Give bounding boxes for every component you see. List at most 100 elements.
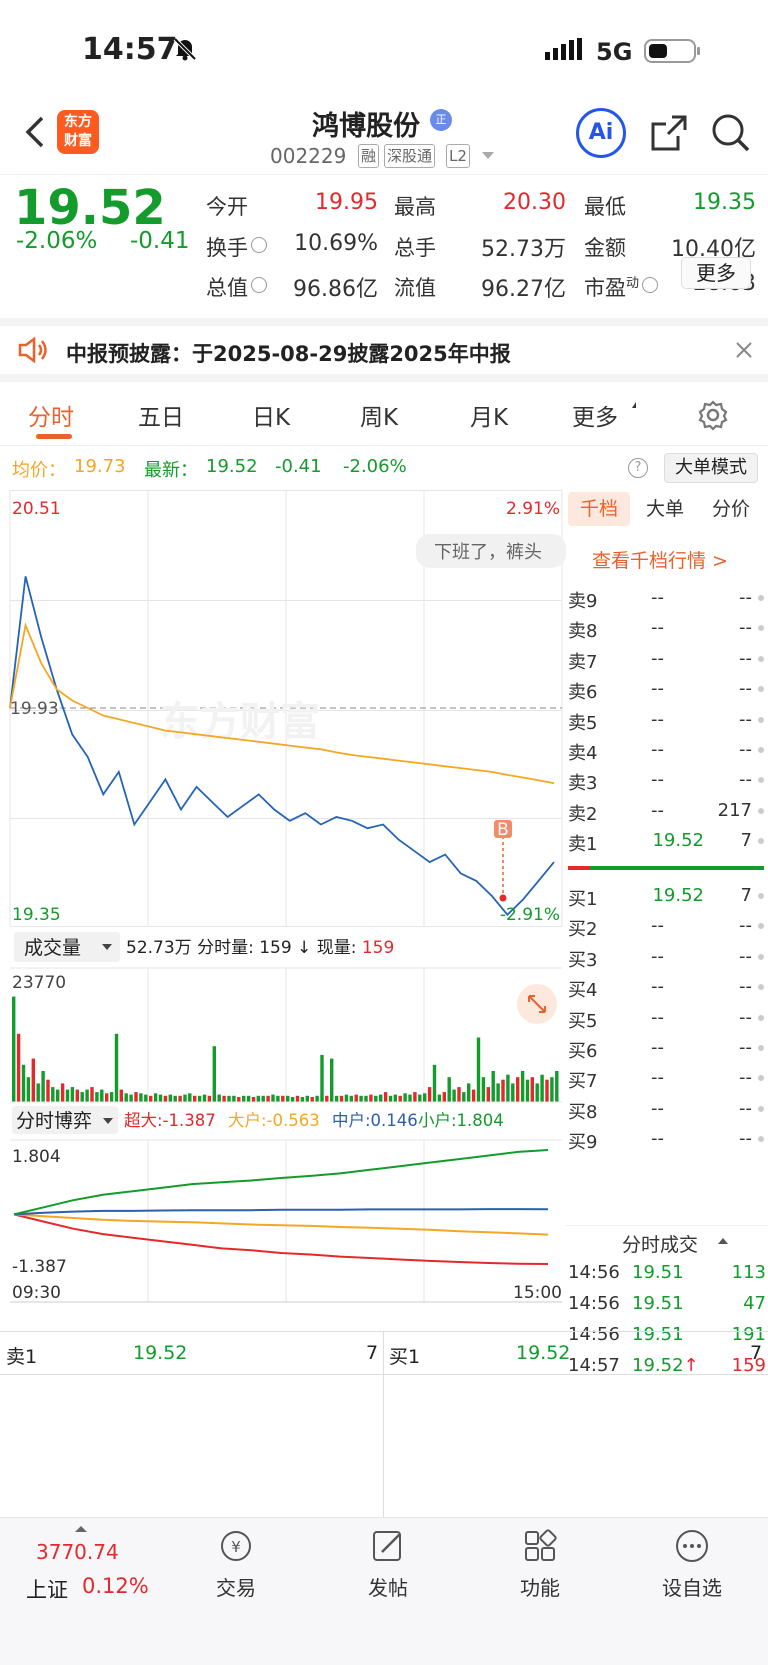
volume-bar (100, 1089, 104, 1102)
more-icon (676, 1530, 708, 1562)
stock-code: 002229 (270, 144, 347, 168)
volume-bar (31, 1058, 35, 1102)
nav-post[interactable]: 发帖 (348, 1526, 428, 1606)
volume-bar (457, 1087, 461, 1102)
ask-row-volume: -- (739, 617, 752, 639)
ask-row[interactable]: 卖7 -- -- (566, 644, 766, 676)
more-button[interactable]: 更多 (681, 257, 751, 289)
current-price: 19.52 (14, 180, 166, 236)
order-book-tab-1[interactable]: 大单 (645, 498, 684, 520)
dropdown-icon[interactable] (482, 152, 494, 159)
badge-margin: 融 (358, 144, 380, 168)
nav-trade[interactable]: ¥ 交易 (196, 1526, 276, 1606)
stock-name[interactable]: 鸿博股份 (312, 111, 420, 142)
order-book-tab-2[interactable]: 分价 (711, 498, 750, 520)
bid-row[interactable]: 买8 -- -- (566, 1094, 766, 1126)
bid-row[interactable]: 买4 -- -- (566, 972, 766, 1004)
volume-bar (251, 1097, 256, 1102)
bid-row[interactable]: 买6 -- -- (566, 1033, 766, 1065)
row-dot-icon (758, 655, 764, 662)
bid-row[interactable]: 买9 -- -- (566, 1124, 766, 1156)
ask-row[interactable]: 卖2 -- 217 (566, 796, 766, 828)
row-dot-icon (758, 1045, 764, 1051)
ask-row[interactable]: 卖1 19.52 7 (566, 826, 766, 858)
order-book-tab-0[interactable]: 千档 (568, 492, 630, 526)
order-book-panel: 千档 大单 分价 查看千档行情 > 卖9 -- -- 卖8 -- -- 卖7 -- -- 卖6 -- --… (566, 490, 768, 1376)
ticks-header[interactable]: 分时成交 (566, 1225, 768, 1257)
bid-row-volume: -- (739, 1067, 752, 1089)
game-selector[interactable] (12, 1106, 118, 1134)
quote-label-8: 市盈动 (584, 272, 659, 302)
share-icon[interactable] (648, 112, 690, 158)
volume-bar (471, 1089, 476, 1102)
info-icon[interactable] (251, 237, 267, 253)
bid-row[interactable]: 买1 19.52 7 (566, 881, 766, 913)
volume-selector[interactable] (14, 932, 120, 962)
latest-pct: -2.06% (343, 456, 407, 477)
ask-row-volume: 7 (740, 830, 752, 852)
volume-bar (369, 1094, 373, 1102)
ask-row[interactable]: 卖6 -- -- (566, 674, 766, 706)
help-icon[interactable]: ? (628, 458, 648, 478)
volume-bar (197, 1095, 202, 1102)
order-book-link[interactable]: 查看千档行情 > (592, 550, 728, 572)
bottom-sell-vol: 7 (366, 1342, 379, 1364)
search-icon[interactable] (710, 112, 752, 158)
price-chart[interactable]: 东方财富 20.51 2.91% 19.93 19.35 -2.91% B 下班了，裤头成交量… (0, 490, 566, 1380)
trade-icon: ¥ (221, 1531, 251, 1561)
tick-price: 19.51 (632, 1324, 684, 1345)
ask-row-volume: 217 (717, 799, 752, 821)
ask-row[interactable]: 卖4 -- -- (566, 735, 766, 767)
bottom-sell-label: 卖1 (6, 1346, 38, 1368)
game-item-0: 超大:-1.387 (124, 1111, 216, 1130)
back-arrow-icon (25, 116, 44, 148)
notice-banner[interactable]: 中报预披露：于2025-08-29披露2025年中报 (0, 318, 768, 382)
game-min-label: -1.387 (12, 1257, 67, 1277)
quote-label-6: 总值 (206, 272, 267, 302)
back-button[interactable] (20, 112, 50, 156)
comment-bubble[interactable] (416, 534, 566, 568)
nav-functions[interactable]: 功能 (500, 1526, 580, 1606)
bid-row[interactable]: 买7 -- -- (566, 1063, 766, 1095)
tick-arrow: ↑ (683, 1355, 699, 1376)
tick-price-value: 19.51 (632, 1324, 684, 1345)
settings-gear-icon[interactable] (697, 399, 729, 435)
bid-row[interactable]: 买5 -- -- (566, 1003, 766, 1035)
game-item-3: 小户:1.804 (418, 1111, 504, 1130)
volume-bar (305, 1095, 309, 1102)
buy-marker-icon[interactable] (494, 820, 512, 838)
tab-4[interactable]: 月K (470, 405, 509, 431)
quote-value-3: 10.69% (294, 231, 378, 256)
battery-icon (644, 38, 702, 68)
volume-bar (447, 1077, 451, 1102)
ask-row[interactable]: 卖9 -- -- (566, 583, 766, 615)
bid-row[interactable]: 买3 -- -- (566, 942, 766, 974)
ask-row-volume: -- (739, 739, 752, 760)
bid-row[interactable]: 买2 -- -- (566, 911, 766, 943)
info-icon[interactable] (251, 277, 267, 293)
volume-bar (393, 1094, 397, 1102)
bottom-quote-row: 卖1 19.52 7 买1 19.52 7 (0, 1331, 768, 1524)
tab-3[interactable]: 周K (360, 405, 399, 431)
index-ticker[interactable]: 3770.74 上证 0.12% (0, 1518, 160, 1628)
bottom-buy-vol: 7 (750, 1342, 763, 1364)
big-order-mode-button[interactable]: 大单模式 (664, 453, 758, 483)
close-icon[interactable] (734, 340, 754, 364)
tab-0[interactable]: 分时 (28, 405, 74, 431)
tick-volume: 47 (743, 1293, 766, 1314)
info-icon[interactable] (642, 277, 659, 293)
ask-row-label: 卖7 (568, 651, 598, 673)
nav-add-watchlist[interactable]: 设自选 (652, 1526, 732, 1606)
ai-button[interactable]: Ai (576, 108, 626, 158)
tab-1[interactable]: 五日 (138, 405, 184, 431)
volume-bar (540, 1074, 544, 1102)
tab-5[interactable]: 更多 (572, 405, 618, 431)
ask-row[interactable]: 卖8 -- -- (566, 613, 766, 645)
ask-row[interactable]: 卖3 -- -- (566, 765, 766, 797)
bid-row-volume: -- (739, 945, 752, 967)
ask-row[interactable]: 卖5 -- -- (566, 705, 766, 737)
quote-value-0: 19.95 (315, 190, 378, 215)
tab-2[interactable]: 日K (252, 405, 291, 431)
tick-time: 14:57 (568, 1355, 620, 1376)
tick-time: 14:56 (568, 1324, 620, 1345)
